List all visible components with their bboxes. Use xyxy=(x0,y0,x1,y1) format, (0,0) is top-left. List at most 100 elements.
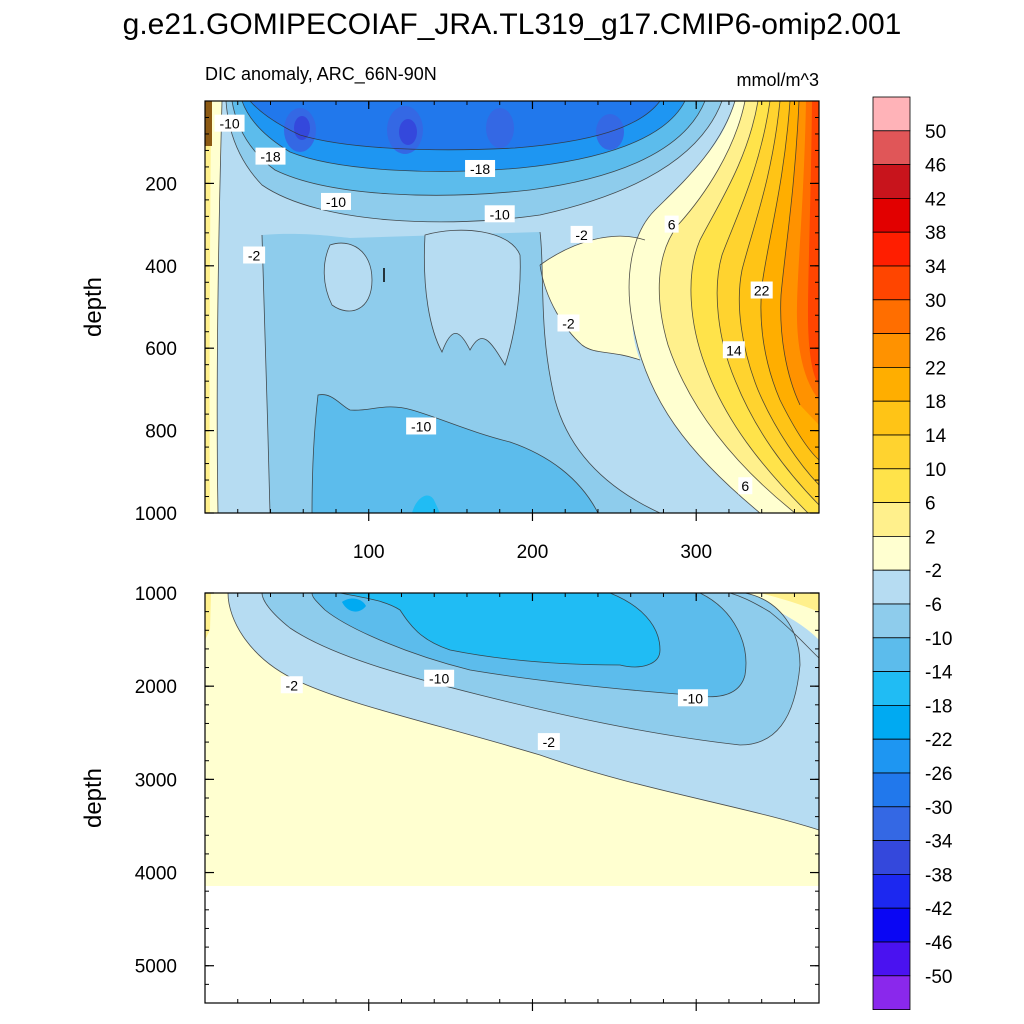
colorbar-label: 42 xyxy=(925,189,946,210)
x-tick-label: 200 xyxy=(517,542,549,563)
lower-panel: 1000 2000 3000 4000 5000 -2 -10 -10 -2 depth xyxy=(80,584,820,1011)
y-tick-label: 1000 xyxy=(135,504,177,525)
colorbar-label: 34 xyxy=(925,257,947,278)
colorbar-swatch xyxy=(872,536,911,571)
contour-label: -10 xyxy=(683,690,703,706)
colorbar-label: -2 xyxy=(925,561,942,582)
upper-contour-lines xyxy=(216,101,819,513)
contour-label-bg xyxy=(750,281,773,299)
colorbar-swatch xyxy=(872,434,911,470)
contour-label: -2 xyxy=(543,734,556,750)
contour-label-bg xyxy=(557,314,580,332)
contour-label-bg xyxy=(320,192,351,210)
y-tick-label: 3000 xyxy=(135,770,177,791)
lower-contour-lines xyxy=(227,593,819,831)
colorbar-swatch xyxy=(872,637,911,672)
colorbar-label: -34 xyxy=(925,832,953,853)
upper-panel: DIC anomaly, ARC_66N-90N mmol/m^3 xyxy=(80,64,820,563)
colorbar-label: -18 xyxy=(925,696,952,717)
units-label: mmol/m^3 xyxy=(737,70,819,90)
colorbar-swatch xyxy=(872,333,911,368)
colorbar-label: -14 xyxy=(925,663,953,684)
y-tick-label: 800 xyxy=(145,422,177,443)
lower-contour-labels: -2 -10 -10 -2 xyxy=(280,669,708,751)
contour-label: -10 xyxy=(411,418,431,434)
colorbar-label: 50 xyxy=(925,122,946,143)
colorbar-label: 30 xyxy=(925,291,946,312)
colorbar-swatch xyxy=(872,96,911,132)
y-tick-label: 600 xyxy=(145,339,177,360)
contour-label-bg xyxy=(280,676,303,694)
upper-contour-labels: -10 -18 -18 -10 -10 -2 -2 6 22 -2 14 -10 6 xyxy=(214,114,773,495)
contour-label: -2 xyxy=(575,227,588,243)
x-tick-label: 100 xyxy=(353,542,385,563)
colorbar-swatch xyxy=(872,299,911,334)
colorbar-label: -46 xyxy=(925,933,952,954)
contour-label-bg xyxy=(406,417,437,435)
colorbar-label: -26 xyxy=(925,764,952,785)
contour-label-bg xyxy=(664,215,679,233)
contour-label: -18 xyxy=(260,149,280,165)
upper-contour-field xyxy=(205,101,819,513)
colorbar-label: -22 xyxy=(925,730,952,751)
colorbar-swatch xyxy=(872,197,911,233)
y-tick-label: 5000 xyxy=(135,957,177,978)
contour-label-bg xyxy=(677,689,708,707)
upper-axis-ticks: 100 200 300 200 400 600 800 1000 xyxy=(135,101,819,563)
colorbar-swatch xyxy=(872,265,911,301)
y-tick-label: 400 xyxy=(145,257,177,278)
colorbar-label: 6 xyxy=(925,494,936,515)
colorbar-swatch xyxy=(872,806,911,841)
colorbar-swatch xyxy=(872,840,911,875)
contour-label: 6 xyxy=(668,217,676,233)
colorbar-swatch xyxy=(872,907,911,943)
contour-label-bg xyxy=(537,733,560,751)
colorbar-label: 22 xyxy=(925,358,946,379)
colorbar-label: 10 xyxy=(925,460,946,481)
colorbar-label: -10 xyxy=(925,629,952,650)
colorbar-swatch xyxy=(872,502,911,537)
upper-ylabel: depth xyxy=(80,277,107,337)
contour-label: -2 xyxy=(248,248,261,264)
colorbar-swatch xyxy=(872,569,911,605)
y-tick-label: 4000 xyxy=(135,864,177,885)
x-tick-label: 300 xyxy=(680,542,712,563)
colorbar-label: 14 xyxy=(925,426,947,447)
contour-label-bg xyxy=(243,246,266,264)
colorbar-label: -6 xyxy=(925,595,942,616)
contour-label: -2 xyxy=(562,315,575,331)
contour-label: -10 xyxy=(429,671,449,687)
lower-contour-field xyxy=(205,593,819,1003)
colorbar-swatch xyxy=(872,468,911,503)
colorbar-swatch xyxy=(872,671,911,706)
colorbar-swatch xyxy=(872,366,911,402)
contour-label-bg xyxy=(465,159,496,177)
colorbar-label: -38 xyxy=(925,865,952,886)
colorbar-label: -30 xyxy=(925,798,952,819)
colorbar-swatch xyxy=(872,975,911,1010)
colorbar-swatch xyxy=(872,164,911,199)
colorbar-swatch xyxy=(872,772,911,808)
colorbar-swatch xyxy=(872,231,911,267)
y-tick-label: 200 xyxy=(145,174,177,195)
colorbar-label: 38 xyxy=(925,223,946,244)
contour-label-bg xyxy=(424,669,455,687)
contour-label-bg xyxy=(738,477,753,495)
y-tick-label: 2000 xyxy=(135,677,177,698)
colorbar-swatch xyxy=(872,130,911,166)
colorbar-swatch xyxy=(872,738,911,774)
colorbar-label: -42 xyxy=(925,899,952,920)
contour-label: -10 xyxy=(326,194,346,210)
colorbar-swatch xyxy=(872,603,911,639)
contour-label: 14 xyxy=(726,342,742,358)
contour-label: -18 xyxy=(470,161,490,177)
colorbar-label: 26 xyxy=(925,325,946,346)
chart-title: g.e21.GOMIPECOIAF_JRA.TL319_g17.CMIP6-om… xyxy=(123,8,902,41)
contour-label: -2 xyxy=(286,677,299,693)
upper-plot-frame xyxy=(204,100,820,514)
contour-label-bg xyxy=(255,147,286,165)
colorbar-label: 2 xyxy=(925,527,936,548)
contour-label-bg xyxy=(570,225,593,243)
colorbar-label: -50 xyxy=(925,967,952,988)
